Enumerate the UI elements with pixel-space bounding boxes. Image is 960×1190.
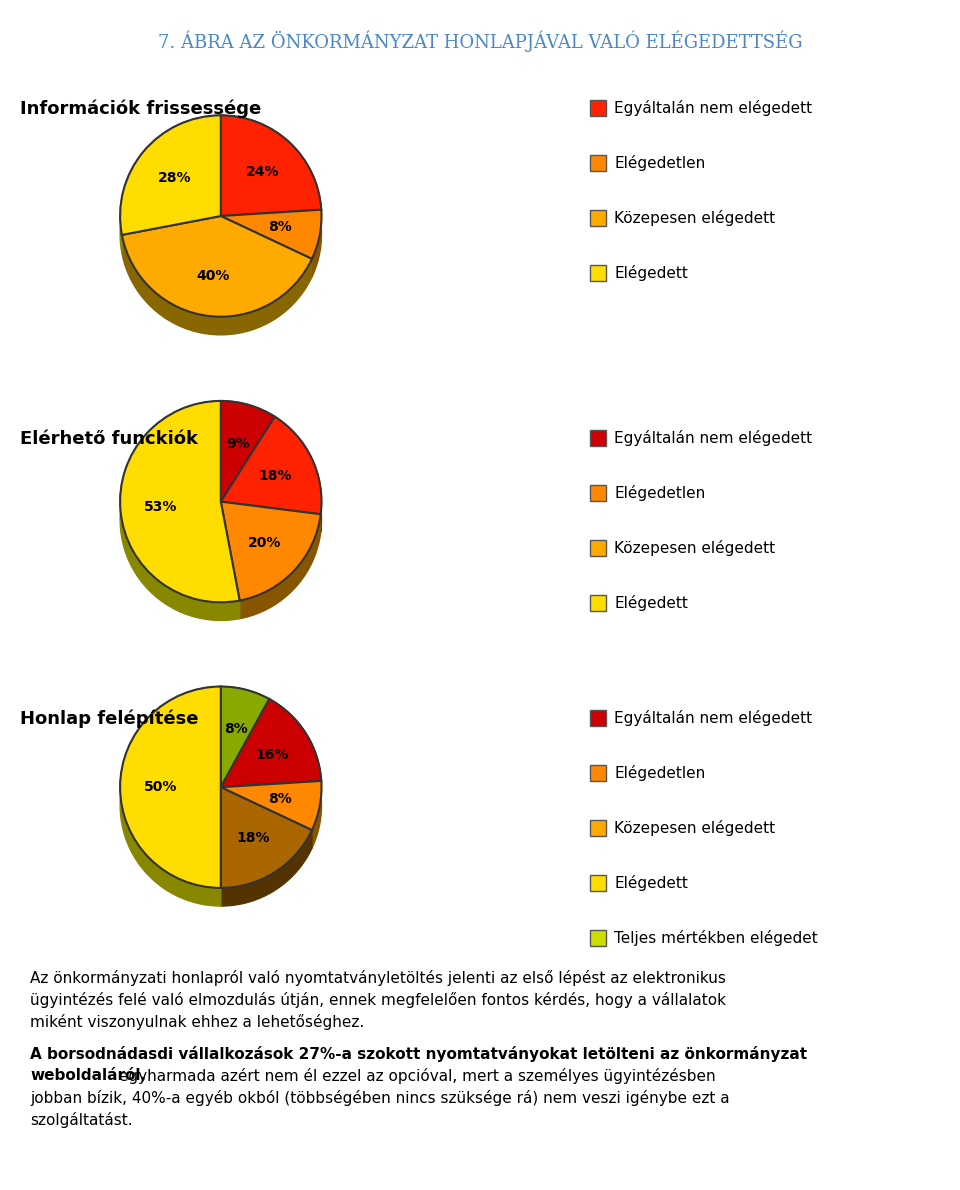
Text: Egyáltalán nem elégedett: Egyáltalán nem elégedett	[614, 710, 812, 726]
Wedge shape	[120, 401, 240, 602]
Text: jobban bízik, 40%-a egyéb okból (többségében nincs szüksége rá) nem veszi igényb: jobban bízik, 40%-a egyéb okból (többség…	[30, 1090, 730, 1106]
Text: 16%: 16%	[255, 747, 289, 762]
Polygon shape	[221, 831, 312, 906]
Wedge shape	[120, 687, 221, 888]
Wedge shape	[221, 687, 270, 788]
Text: Elégedett: Elégedett	[614, 875, 688, 891]
Polygon shape	[312, 781, 322, 848]
Polygon shape	[120, 401, 240, 620]
Text: Teljes mértékben elégedet: Teljes mértékben elégedet	[614, 931, 818, 946]
FancyBboxPatch shape	[590, 710, 606, 726]
Wedge shape	[221, 401, 275, 502]
Polygon shape	[221, 687, 270, 718]
Text: Közepesen elégedett: Közepesen elégedett	[614, 209, 775, 226]
Text: 28%: 28%	[157, 170, 191, 184]
Polygon shape	[221, 401, 275, 434]
Text: Közepesen elégedett: Közepesen elégedett	[614, 540, 775, 556]
Text: 40%: 40%	[197, 269, 229, 283]
Polygon shape	[270, 699, 322, 798]
Wedge shape	[221, 416, 322, 514]
FancyBboxPatch shape	[590, 595, 606, 610]
Text: Egyáltalán nem elégedett: Egyáltalán nem elégedett	[614, 430, 812, 446]
Text: 53%: 53%	[144, 500, 178, 514]
FancyBboxPatch shape	[590, 430, 606, 446]
Text: miként viszonyulnak ehhez a lehetőséghez.: miként viszonyulnak ehhez a lehetőséghez…	[30, 1014, 364, 1031]
Text: Elégedetlen: Elégedetlen	[614, 155, 706, 171]
Text: 50%: 50%	[144, 781, 177, 794]
Text: Egyáltalán nem elégedett: Egyáltalán nem elégedett	[614, 100, 812, 115]
Wedge shape	[221, 781, 322, 831]
Wedge shape	[221, 115, 322, 217]
Text: 24%: 24%	[246, 165, 279, 178]
Text: A borsodnádasdi vállalkozások 27%-a szokott nyomtatványokat letölteni az önkormá: A borsodnádasdi vállalkozások 27%-a szok…	[30, 1046, 807, 1061]
Text: Közepesen elégedett: Közepesen elégedett	[614, 820, 775, 837]
Text: 7. ÁBRA AZ ÖNKORMÁNYZAT HONLAPJÁVAL VALÓ ELÉGEDETTSÉG: 7. ÁBRA AZ ÖNKORMÁNYZAT HONLAPJÁVAL VALÓ…	[157, 31, 803, 52]
Polygon shape	[312, 209, 322, 277]
Polygon shape	[240, 514, 321, 619]
Polygon shape	[122, 234, 312, 334]
Wedge shape	[221, 699, 322, 788]
Wedge shape	[122, 217, 312, 317]
Text: Az önkormányzati honlapról való nyomtatványletöltés jelenti az első lépést az el: Az önkormányzati honlapról való nyomtatv…	[30, 970, 726, 987]
Text: Elégedett: Elégedett	[614, 595, 688, 610]
FancyBboxPatch shape	[590, 765, 606, 781]
FancyBboxPatch shape	[590, 265, 606, 281]
FancyBboxPatch shape	[590, 486, 606, 501]
Text: 18%: 18%	[236, 832, 270, 845]
FancyBboxPatch shape	[590, 209, 606, 226]
FancyBboxPatch shape	[590, 820, 606, 837]
Text: weboldaláról,: weboldaláról,	[30, 1067, 146, 1083]
Polygon shape	[120, 115, 221, 253]
Text: 20%: 20%	[248, 536, 281, 550]
FancyBboxPatch shape	[590, 100, 606, 115]
Wedge shape	[221, 502, 321, 601]
Text: 9%: 9%	[226, 437, 250, 451]
Polygon shape	[221, 115, 322, 227]
FancyBboxPatch shape	[590, 540, 606, 556]
FancyBboxPatch shape	[590, 875, 606, 891]
Wedge shape	[221, 209, 322, 259]
Text: 18%: 18%	[258, 469, 292, 483]
Wedge shape	[120, 115, 221, 234]
Text: Információk frissessége: Információk frissessége	[20, 100, 261, 119]
Wedge shape	[221, 788, 312, 888]
Text: szolgáltatást.: szolgáltatást.	[30, 1111, 132, 1128]
Text: Elégedetlen: Elégedetlen	[614, 765, 706, 781]
Text: Elérhető funckiók: Elérhető funckiók	[20, 430, 198, 447]
Text: ügyintézés felé való elmozdulás útján, ennek megfelelően fontos kérdés, hogy a v: ügyintézés felé való elmozdulás útján, e…	[30, 992, 726, 1008]
Text: Elégedett: Elégedett	[614, 265, 688, 281]
Text: 8%: 8%	[224, 721, 248, 735]
Text: Elégedetlen: Elégedetlen	[614, 486, 706, 501]
Polygon shape	[275, 416, 322, 532]
Text: 8%: 8%	[268, 791, 292, 806]
Polygon shape	[120, 687, 221, 906]
FancyBboxPatch shape	[590, 155, 606, 171]
Text: egyharmada azért nem él ezzel az opcióval, mert a személyes ügyintézésben: egyharmada azért nem él ezzel az opcióva…	[114, 1067, 716, 1084]
Text: Honlap felépítése: Honlap felépítése	[20, 710, 199, 728]
FancyBboxPatch shape	[590, 931, 606, 946]
Text: 8%: 8%	[268, 220, 292, 234]
